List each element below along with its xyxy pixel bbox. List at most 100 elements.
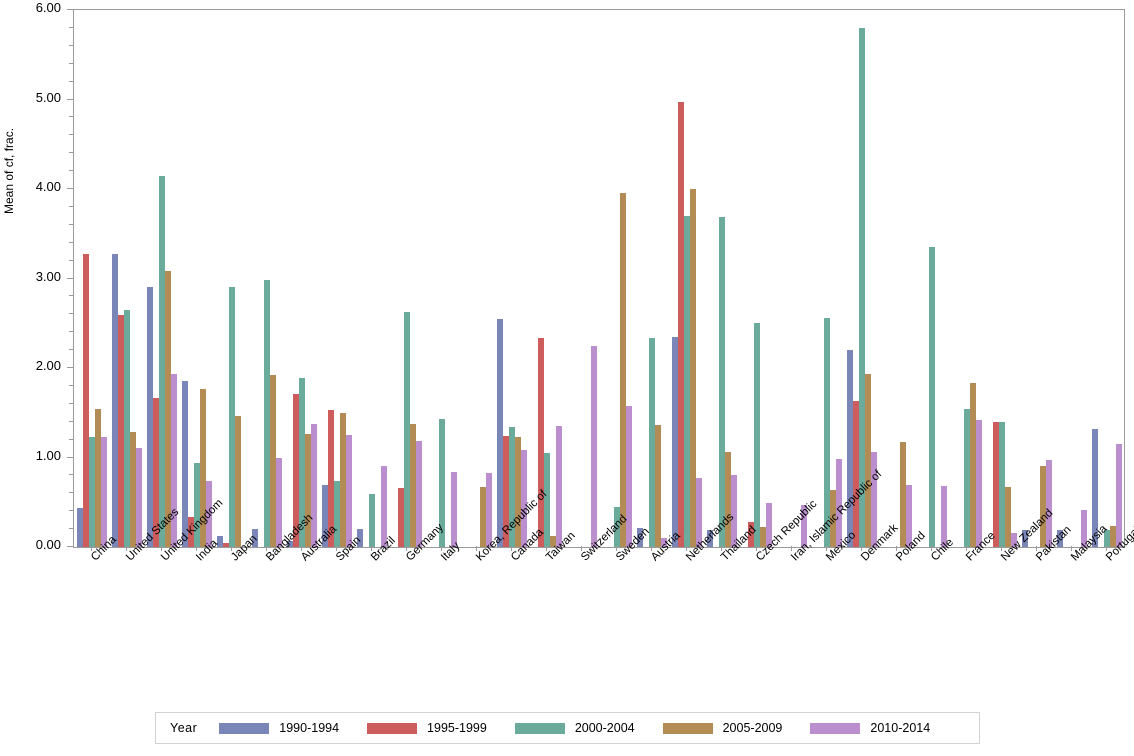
bar (975, 419, 982, 547)
bar (228, 287, 235, 547)
bar (415, 440, 422, 547)
bar (718, 216, 725, 547)
bar (724, 452, 731, 547)
bar (450, 471, 457, 547)
bar (747, 521, 754, 547)
bar (835, 459, 842, 547)
x-tick-mark (965, 546, 967, 551)
bar (333, 480, 340, 547)
y-tick-label: 3.00 (35, 268, 61, 284)
bar (549, 536, 556, 547)
legend-item[interactable]: 1995-1999 (367, 721, 487, 735)
tick-mark (69, 331, 73, 333)
legend-label: 2005-2009 (722, 721, 783, 735)
bar (1109, 526, 1116, 547)
bar (129, 432, 136, 547)
tick-mark (69, 313, 73, 315)
bar (969, 383, 976, 547)
x-tick-mark (230, 546, 232, 551)
legend-item[interactable]: 1990-1994 (219, 721, 339, 735)
legend-label: 1995-1999 (427, 721, 487, 735)
bar (82, 254, 89, 547)
bar (409, 423, 416, 547)
y-tick-label: 5.00 (35, 89, 61, 105)
bar (438, 419, 445, 547)
x-tick-mark (335, 546, 337, 551)
x-tick-mark (1070, 546, 1072, 551)
tick-mark (69, 205, 73, 207)
bar (292, 393, 299, 547)
bar (963, 409, 970, 547)
bar-group (146, 10, 177, 547)
bar (100, 436, 107, 547)
bar (111, 254, 118, 547)
x-tick-mark (895, 546, 897, 551)
bar (759, 527, 766, 547)
legend-item[interactable]: 2005-2009 (662, 721, 783, 735)
bar (654, 425, 661, 547)
y-tick-label: 4.00 (35, 179, 61, 194)
bar-group (1091, 10, 1122, 547)
bar (590, 345, 597, 547)
tick-mark (69, 384, 73, 386)
bar (298, 377, 305, 547)
tick-mark (69, 170, 73, 172)
legend-item[interactable]: 2010-2014 (810, 721, 930, 735)
bar-group (286, 10, 317, 547)
bar-group (882, 10, 912, 547)
bar-group (532, 10, 562, 547)
bar (222, 542, 229, 547)
bar (403, 311, 410, 547)
bar (905, 485, 912, 547)
bar (1010, 532, 1017, 547)
bar (88, 436, 95, 547)
x-tick-mark (1035, 546, 1037, 551)
bar (823, 317, 830, 547)
bar (730, 474, 737, 547)
legend-label: 2000-2004 (574, 721, 635, 735)
legend: Year 1990-1994 1995-1999 2000-2004 2005-200… (155, 712, 980, 744)
bar (899, 442, 906, 547)
bar (1004, 487, 1011, 547)
bar-group (427, 10, 457, 547)
bar (205, 480, 212, 547)
bar (1045, 460, 1052, 547)
x-tick-mark (265, 546, 267, 551)
x-tick-mark (160, 546, 162, 551)
bar-group (392, 10, 422, 547)
bar-group (777, 10, 807, 547)
tick-mark (69, 510, 73, 512)
bar (660, 538, 667, 547)
tick-mark (69, 474, 73, 476)
bar (117, 315, 124, 547)
tick-mark (67, 367, 73, 368)
legend-item[interactable]: 2000-2004 (514, 721, 635, 735)
bar-group (846, 10, 877, 547)
x-tick-mark (370, 546, 372, 551)
bar (706, 530, 713, 547)
bar-group (706, 10, 737, 547)
bar (193, 462, 200, 547)
bar (508, 427, 515, 547)
bar (677, 102, 684, 547)
bar-group (636, 10, 667, 547)
bar (269, 375, 276, 547)
bar-group (671, 10, 702, 547)
bar-group (812, 10, 842, 547)
bar (683, 215, 690, 547)
bar (800, 504, 807, 547)
bar-group (181, 10, 212, 547)
tick-mark (67, 277, 73, 279)
bar (829, 489, 836, 547)
x-tick-mark (195, 546, 197, 551)
bar (695, 478, 702, 547)
bar (356, 529, 363, 547)
bar (619, 193, 626, 547)
bar (380, 466, 387, 547)
legend-swatch (810, 722, 861, 734)
tick-mark (69, 152, 73, 154)
bar-group (567, 10, 597, 547)
bar (152, 398, 159, 547)
bar (520, 450, 527, 547)
